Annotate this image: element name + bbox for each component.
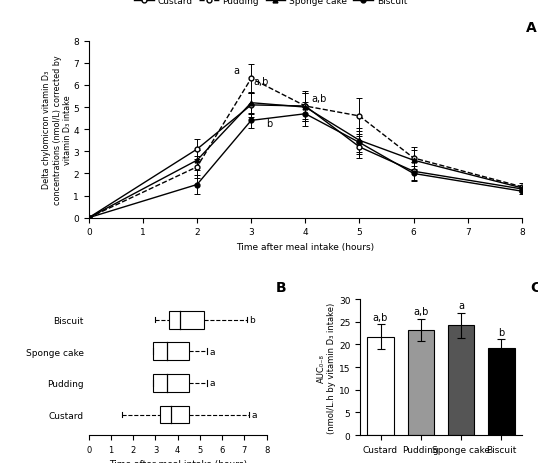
X-axis label: Time after meal intake (hours): Time after meal intake (hours) [109, 459, 247, 463]
Bar [160, 406, 189, 424]
Y-axis label: AUC₀₋₈
(nmol/L.h by vitamin D₃ intake): AUC₀₋₈ (nmol/L.h by vitamin D₃ intake) [317, 302, 336, 433]
Text: a,b: a,b [311, 94, 327, 104]
Text: b: b [266, 119, 272, 129]
Bar [448, 325, 474, 435]
Text: a: a [233, 66, 239, 75]
Text: b: b [498, 327, 505, 338]
Text: a: a [209, 379, 215, 388]
Text: a: a [252, 410, 257, 419]
Text: a: a [209, 347, 215, 356]
Legend: Custard, Pudding, Sponge cake, Biscuit: Custard, Pudding, Sponge cake, Biscuit [131, 0, 411, 9]
Y-axis label: Delta chylomicron vitamin D₃
concentrations (nmol/L) corrected by
vitamin D₃ int: Delta chylomicron vitamin D₃ concentrati… [42, 55, 72, 205]
Bar [408, 330, 434, 435]
Bar [153, 343, 189, 360]
Text: a: a [458, 301, 464, 311]
Text: b: b [249, 315, 255, 325]
Bar [153, 374, 189, 392]
Text: a,b: a,b [373, 312, 388, 322]
Text: a,b: a,b [253, 77, 268, 87]
Text: B: B [275, 280, 286, 294]
Text: C: C [530, 280, 538, 294]
Bar [367, 337, 394, 435]
Bar [489, 348, 514, 435]
X-axis label: Time after meal intake (hours): Time after meal intake (hours) [236, 243, 374, 251]
Bar [169, 311, 204, 329]
Text: a,b: a,b [413, 307, 429, 317]
Text: A: A [526, 21, 537, 35]
